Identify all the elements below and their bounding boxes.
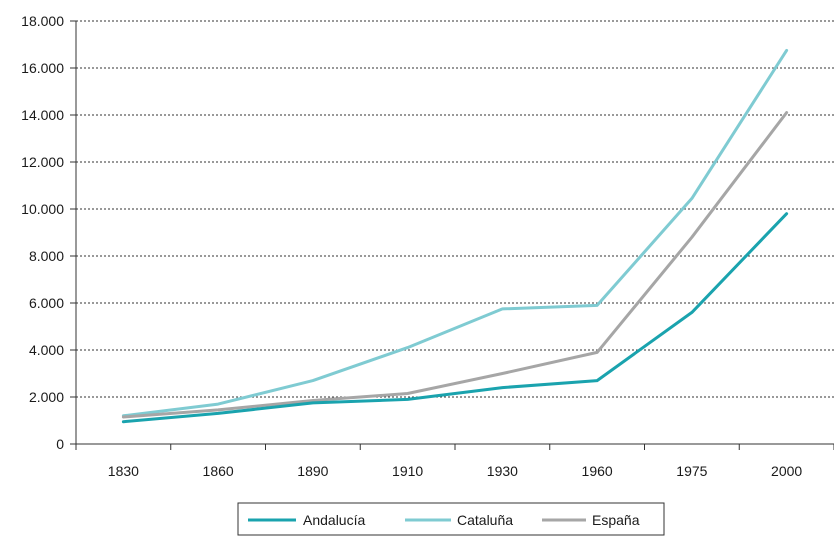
- y-tick-label: 16.000: [21, 60, 64, 76]
- series-lines: [121, 48, 789, 424]
- series-line-andalucía: [121, 212, 789, 424]
- x-tick-labels: 1830 1860 1890 1910 1930 1960 1975 2000: [108, 463, 803, 479]
- series-line-cataluña: [121, 48, 789, 418]
- x-tick-label: 1910: [392, 463, 423, 479]
- y-tick-label: 12.000: [21, 154, 64, 170]
- legend-label-españa: España: [592, 512, 640, 528]
- y-tick-label: 14.000: [21, 107, 64, 123]
- y-tick-label: 4.000: [29, 342, 64, 358]
- axes: [70, 20, 834, 450]
- x-tick-label: 1975: [676, 463, 707, 479]
- series-line-españa: [121, 111, 789, 419]
- y-tick-label: 18.000: [21, 13, 64, 29]
- legend: Andalucía Cataluña España: [237, 502, 665, 536]
- x-tick-label: 1860: [203, 463, 234, 479]
- legend-label-cataluña: Cataluña: [457, 512, 513, 528]
- y-tick-label: 0: [56, 436, 64, 452]
- x-tick-label: 1890: [297, 463, 328, 479]
- y-tick-label: 10.000: [21, 201, 64, 217]
- grid-lines: [76, 20, 834, 398]
- x-tick-label: 1830: [108, 463, 139, 479]
- y-tick-labels: 0 2.000 4.000 6.000 8.000 10.000 12.000 14.000 1…: [21, 13, 64, 452]
- x-tick-label: 1960: [582, 463, 613, 479]
- y-tick-label: 8.000: [29, 248, 64, 264]
- y-tick-label: 2.000: [29, 389, 64, 405]
- y-tick-label: 6.000: [29, 295, 64, 311]
- x-tick-label: 2000: [771, 463, 802, 479]
- x-tick-label: 1930: [487, 463, 518, 479]
- legend-label-andalucía: Andalucía: [303, 512, 365, 528]
